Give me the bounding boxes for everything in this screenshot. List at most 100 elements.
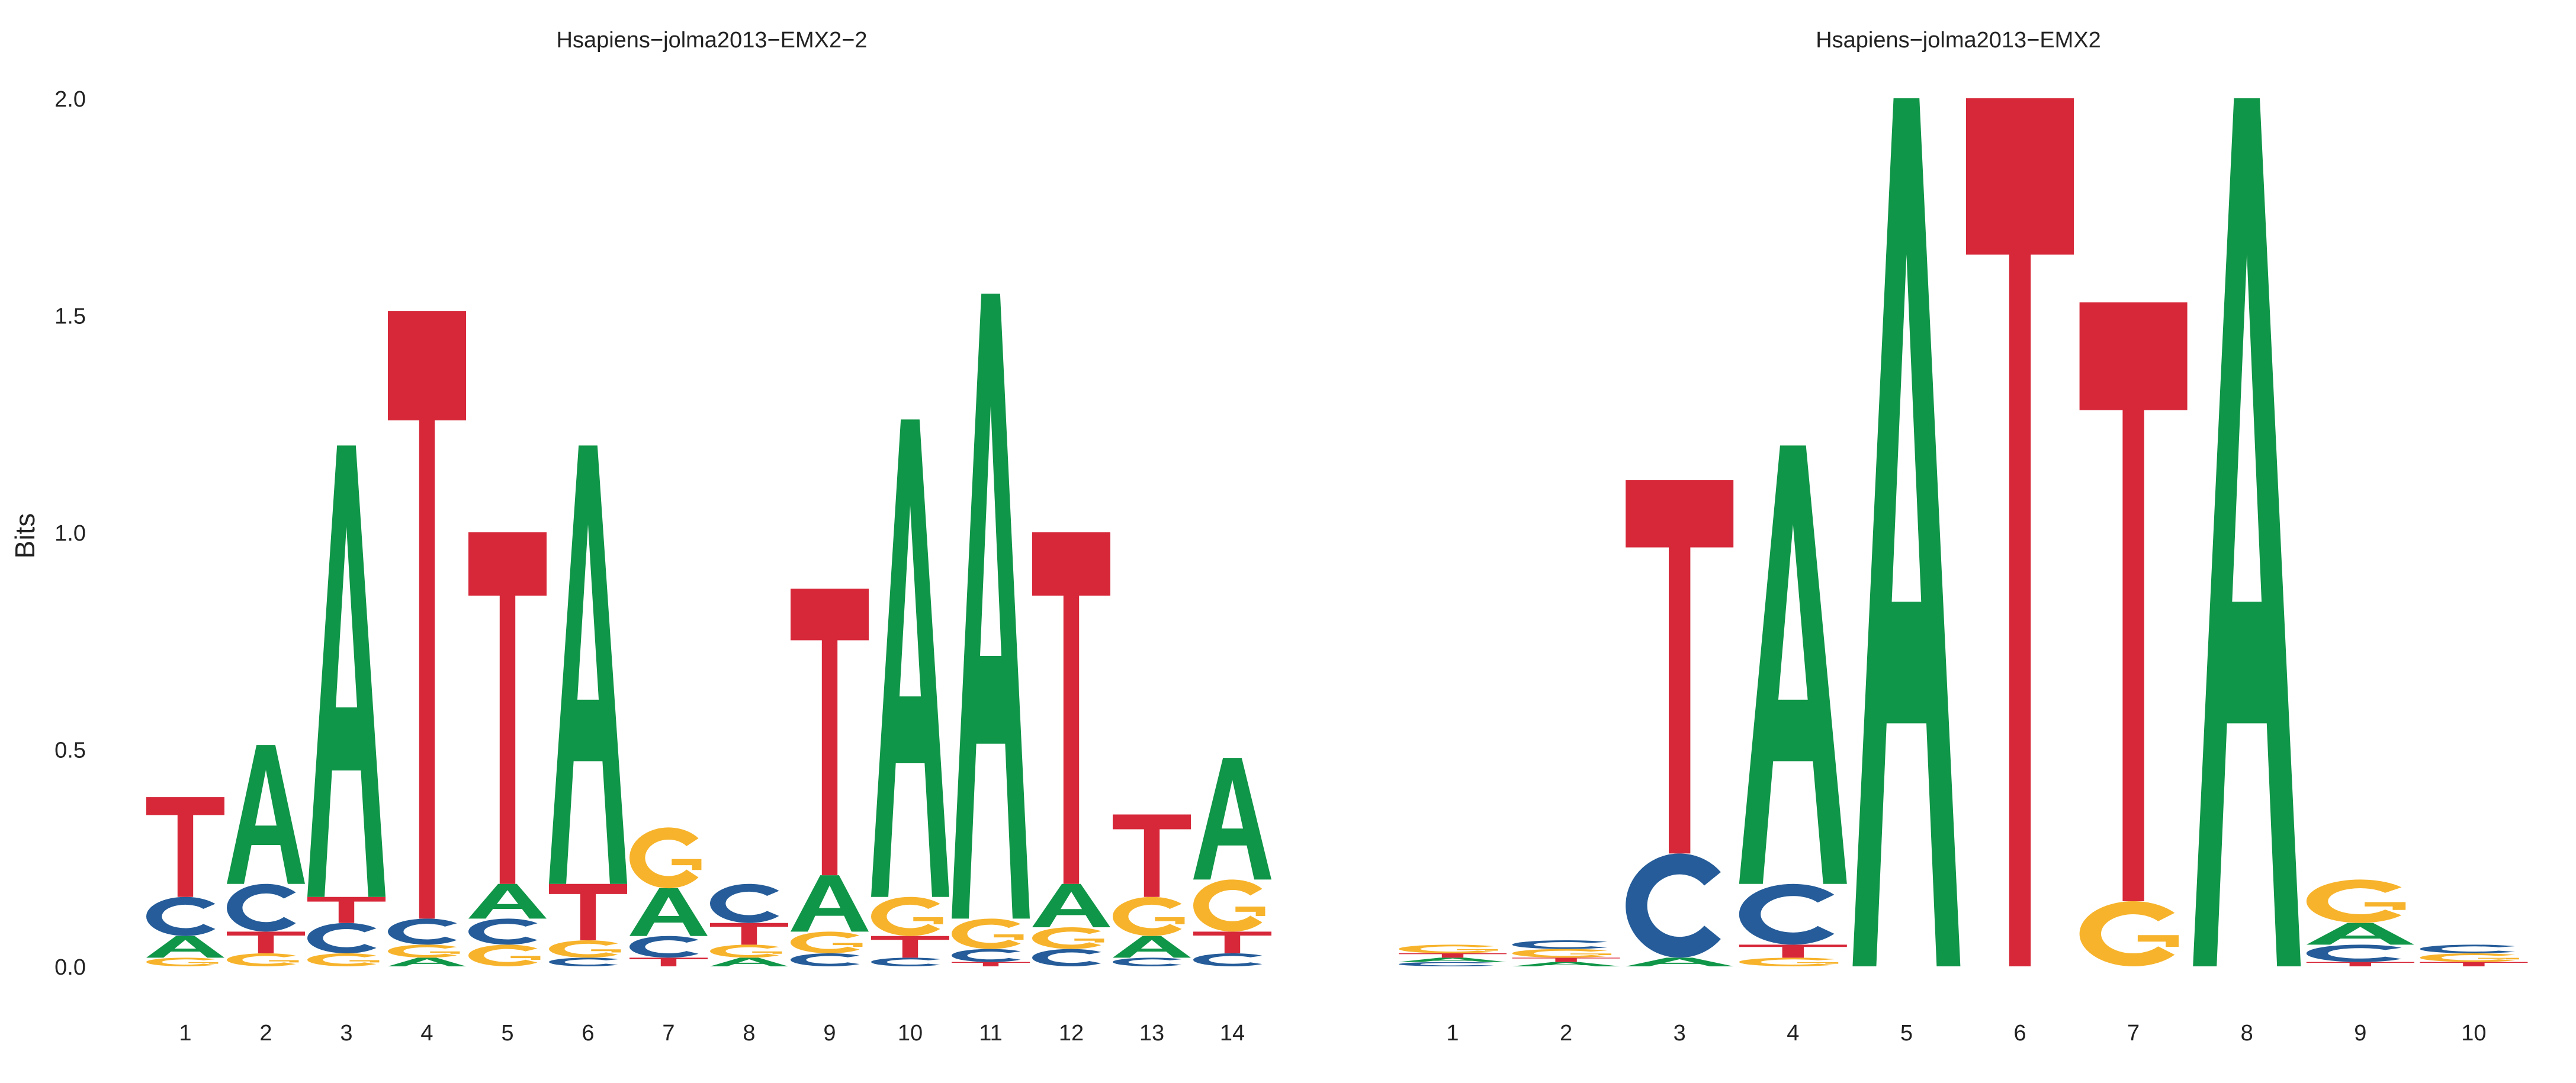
- letter-A: [1852, 98, 1961, 966]
- letter-A: [388, 957, 466, 966]
- x-tick-label: 6: [2013, 1021, 2026, 1046]
- logo-column-2: [227, 745, 305, 966]
- letter-C: [1032, 949, 1101, 966]
- letter-T: [871, 936, 949, 958]
- letter-T: [791, 589, 869, 876]
- letter-C: [1399, 962, 1494, 966]
- letter-A: [227, 745, 305, 884]
- letter-G: [227, 953, 299, 966]
- letter-G: [791, 931, 863, 953]
- logo-column-7: [2079, 302, 2188, 966]
- letter-A: [791, 875, 869, 932]
- x-tick-label: 4: [420, 1021, 433, 1046]
- letter-A: [629, 888, 708, 936]
- letter-G: [549, 940, 621, 958]
- x-tick-label: 1: [1446, 1021, 1459, 1046]
- letter-G: [871, 896, 943, 936]
- x-tick-label: 7: [2127, 1021, 2140, 1046]
- x-tick-label: 2: [259, 1021, 272, 1046]
- y-tick-label: 1.0: [54, 521, 86, 546]
- x-tick-label: 5: [1900, 1021, 1913, 1046]
- letter-A: [1032, 883, 1110, 928]
- letter-T: [1113, 814, 1191, 897]
- logo-column-3: [1626, 480, 1734, 966]
- letter-T: [307, 896, 386, 923]
- letter-C: [468, 918, 538, 945]
- letter-C: [2306, 944, 2402, 962]
- letter-G: [388, 944, 460, 958]
- letter-C: [710, 883, 779, 923]
- letter-T: [468, 532, 547, 884]
- letter-G: [1032, 927, 1104, 949]
- letter-C: [307, 923, 377, 953]
- x-tick-label: 7: [662, 1021, 674, 1046]
- letter-G: [629, 827, 702, 889]
- letter-A: [1399, 957, 1507, 962]
- letter-G: [1193, 879, 1265, 932]
- logo-column-7: [629, 827, 708, 966]
- letter-C: [2420, 944, 2516, 954]
- x-tick-label: 8: [743, 1021, 755, 1046]
- letter-C: [1512, 940, 1608, 949]
- logo-column-9: [791, 589, 869, 966]
- letter-T: [1032, 532, 1110, 884]
- letter-G: [1512, 949, 1612, 958]
- x-tick-label: 14: [1220, 1021, 1245, 1046]
- logo-column-8: [710, 883, 788, 966]
- letter-A: [1626, 957, 1734, 966]
- logo-column-1: [1399, 944, 1507, 966]
- logo-column-5: [468, 532, 547, 966]
- x-tick-label: 9: [823, 1021, 836, 1046]
- letter-T: [1399, 953, 1507, 958]
- x-tick-label: 10: [898, 1021, 923, 1046]
- letter-G: [2079, 901, 2179, 966]
- letter-C: [146, 896, 216, 936]
- letter-T: [1626, 480, 1734, 854]
- y-tick-label: 0.5: [54, 738, 86, 763]
- letter-G: [468, 944, 541, 966]
- logo-column-9: [2306, 879, 2414, 966]
- letter-G: [952, 918, 1024, 949]
- logo-column-8: [2193, 98, 2301, 966]
- letter-G: [1113, 896, 1185, 936]
- letter-C: [1193, 953, 1263, 966]
- logo-column-12: [1032, 532, 1110, 966]
- x-tick-label: 9: [2354, 1021, 2366, 1046]
- logo-column-4: [388, 311, 466, 966]
- letter-T: [2079, 302, 2188, 902]
- letter-C: [952, 949, 1021, 962]
- x-tick-label: 6: [582, 1021, 594, 1046]
- logo-column-11: [952, 293, 1030, 966]
- x-tick-label: 3: [1674, 1021, 1686, 1046]
- letter-C: [1626, 853, 1721, 958]
- letter-T: [1512, 957, 1620, 962]
- letter-A: [1193, 758, 1271, 880]
- letter-A: [952, 293, 1030, 919]
- logo-column-6: [549, 445, 627, 966]
- x-tick-label: 3: [340, 1021, 352, 1046]
- letter-T: [549, 883, 627, 941]
- y-tick-label: 0.0: [54, 955, 86, 980]
- letter-A: [2193, 98, 2301, 966]
- x-tick-label: 1: [179, 1021, 191, 1046]
- y-tick-label: 2.0: [54, 87, 86, 112]
- letter-A: [468, 883, 547, 919]
- logo-column-5: [1852, 98, 1961, 966]
- x-tick-label: 12: [1059, 1021, 1084, 1046]
- letter-A: [146, 936, 224, 958]
- letter-T: [146, 797, 224, 897]
- letter-A: [710, 957, 788, 966]
- letter-T: [2306, 962, 2414, 966]
- logo-column-13: [1113, 814, 1191, 966]
- letter-A: [871, 419, 949, 897]
- x-tick-label: 10: [2461, 1021, 2486, 1046]
- letter-T: [1966, 98, 2074, 966]
- letter-G: [1399, 944, 1498, 954]
- x-tick-label: 8: [2241, 1021, 2253, 1046]
- letter-C: [871, 957, 940, 966]
- logo-column-2: [1512, 940, 1620, 966]
- letter-T: [1739, 944, 1847, 958]
- logo-column-3: [307, 445, 386, 966]
- letter-T: [227, 931, 305, 954]
